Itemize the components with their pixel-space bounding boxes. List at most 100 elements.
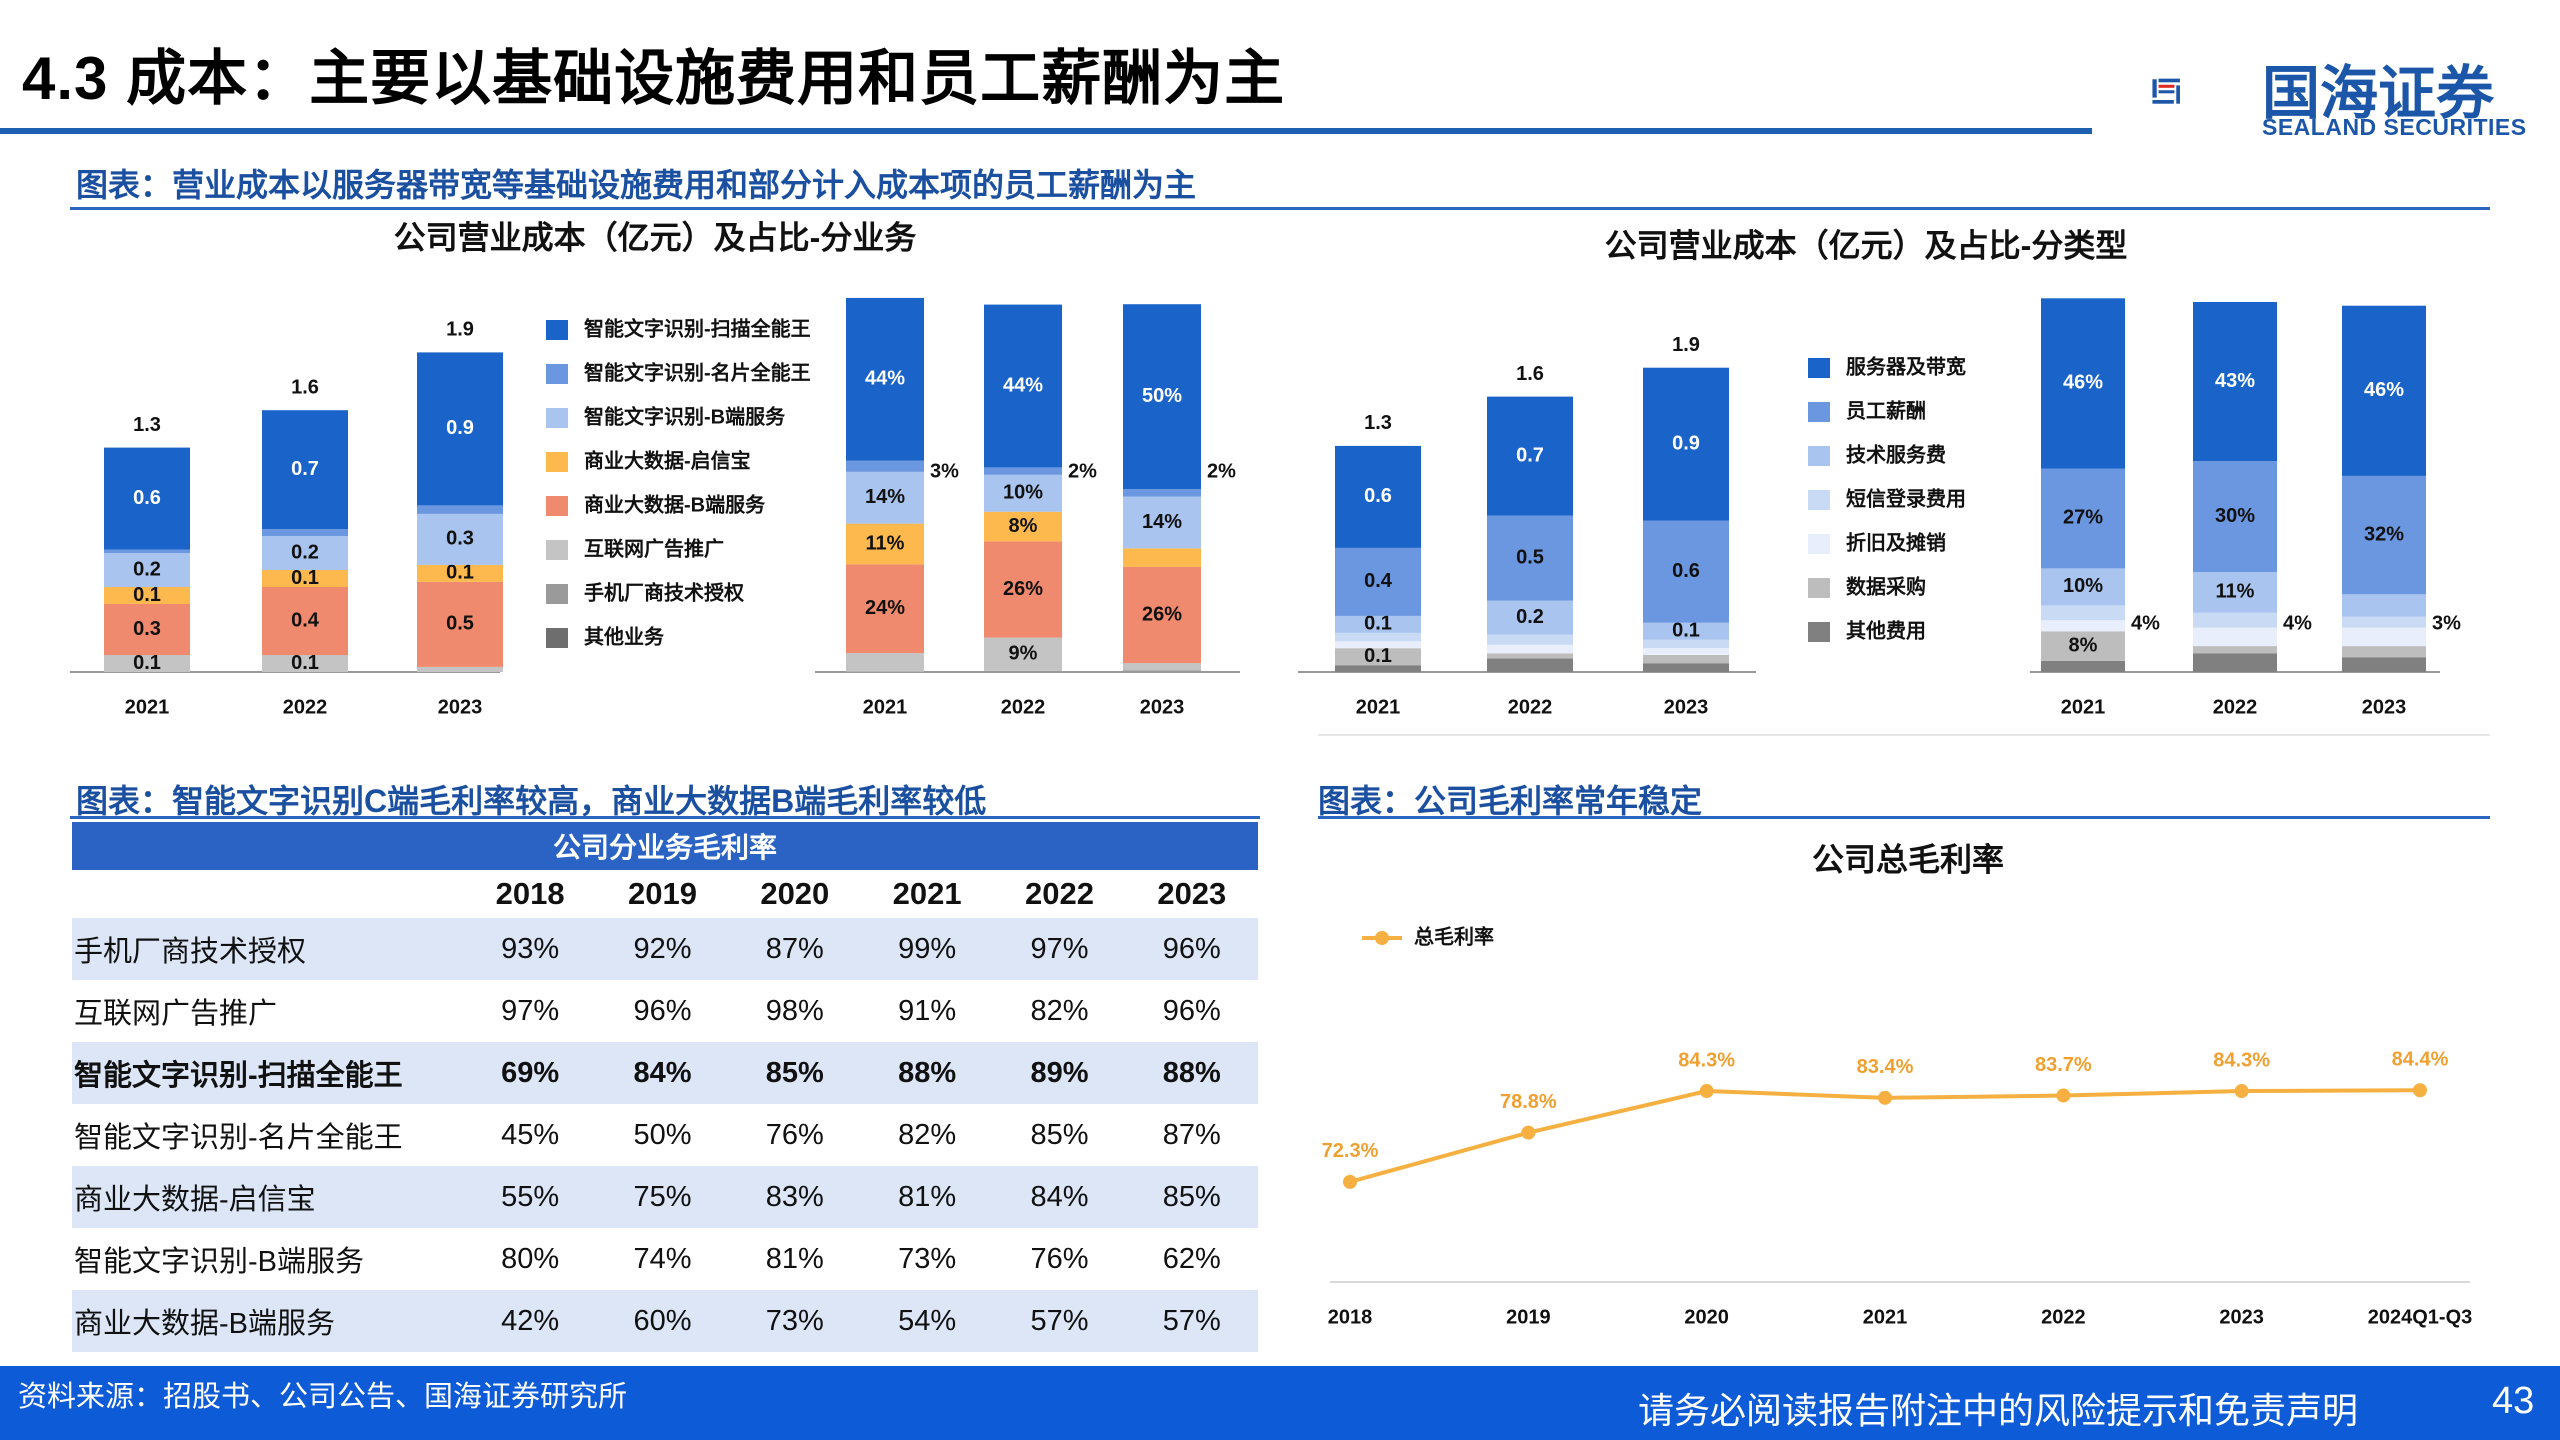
legend-label: 技术服务费 xyxy=(1846,442,1946,466)
pct-bar-segment xyxy=(2041,660,2125,672)
bar-segment xyxy=(1487,653,1573,659)
bar-segment xyxy=(104,553,190,587)
legend-swatch xyxy=(1808,446,1830,466)
data-point xyxy=(2056,1088,2071,1103)
pct-value-label: 8% xyxy=(2069,634,2098,656)
section-divider xyxy=(70,207,2490,210)
legend-label: 商业大数据-B端服务 xyxy=(584,492,766,516)
pct-value-label: 44% xyxy=(865,368,905,390)
bar-value-label: 0.9 xyxy=(1672,432,1700,454)
pct-bar-segment xyxy=(846,297,924,461)
bar-segment xyxy=(1643,655,1729,664)
bar-segment xyxy=(1335,445,1421,548)
pct-side-label: 3% xyxy=(930,460,959,482)
pct-bar-segment xyxy=(1123,304,1201,490)
bar-value-label: 0.3 xyxy=(133,618,161,640)
pct-value-label: 30% xyxy=(2215,505,2255,527)
bar-segment xyxy=(104,447,190,550)
data-label: 84.4% xyxy=(2392,1049,2449,1071)
table-cell: 42% xyxy=(464,1290,597,1352)
table-cell: 62% xyxy=(1162,1242,1221,1275)
x-tick-label: 2018 xyxy=(1328,1306,1373,1328)
legend-swatch xyxy=(546,584,568,604)
legend-swatch xyxy=(546,320,568,340)
table-cell: 83% xyxy=(728,1166,861,1228)
bar-segment xyxy=(262,536,348,570)
table-column-header: 2021 xyxy=(892,876,962,911)
pct-value-label: 10% xyxy=(2063,575,2103,597)
bar-value-label: 0.1 xyxy=(291,652,319,674)
bar-segment xyxy=(1335,547,1421,616)
legend-label: 短信登录费用 xyxy=(1846,486,1966,510)
table-column-header: 2023 xyxy=(1157,876,1227,911)
bar-segment xyxy=(104,655,190,672)
pct-bar-segment xyxy=(2193,302,2277,462)
x-tick-label: 2022 xyxy=(1001,696,1046,718)
table-cell: 81% xyxy=(765,1242,824,1275)
bar-segment xyxy=(104,549,190,553)
bar-value-label: 0.1 xyxy=(133,652,161,674)
x-tick-label: 2022 xyxy=(1508,696,1553,718)
bar-total-label: 1.9 xyxy=(1672,334,1700,356)
section-divider xyxy=(70,816,1260,819)
pct-bar-segment xyxy=(1123,496,1201,549)
x-tick-label: 2021 xyxy=(1356,696,1401,718)
pct-bar-segment xyxy=(2342,616,2426,628)
legend-swatch xyxy=(546,408,568,428)
pct-bar-segment xyxy=(2193,572,2277,613)
x-tick-label: 2023 xyxy=(2362,696,2407,718)
bar-segment xyxy=(417,513,503,565)
legend-swatch xyxy=(1808,402,1830,422)
table-corner xyxy=(72,870,464,918)
x-tick-label: 2022 xyxy=(283,696,328,718)
bar-segment xyxy=(1487,634,1573,645)
bar-segment xyxy=(1487,396,1573,516)
table-cell: 87% xyxy=(1162,1118,1221,1151)
bar-value-label: 0.3 xyxy=(446,528,474,550)
pct-value-label: 27% xyxy=(2063,507,2103,529)
chart-title: 公司营业成本（亿元）及占比-分业务 xyxy=(394,219,917,255)
pct-side-label: 2% xyxy=(1068,460,1097,482)
legend-swatch xyxy=(1808,578,1830,598)
legend-swatch xyxy=(546,628,568,648)
table-cell: 80% xyxy=(501,1242,560,1275)
legend-swatch xyxy=(546,364,568,384)
table-cell: 97% xyxy=(993,918,1126,980)
pct-value-label: 9% xyxy=(1009,643,1038,665)
table-header-row: 2018 2019 2020 2021 2022 2023 xyxy=(72,870,1258,918)
legend-swatch xyxy=(1808,534,1830,554)
page-number: 43 xyxy=(2492,1380,2535,1422)
margin-table: 公司分业务毛利率 2018 2019 2020 2021 2022 2023 手机厂商技术授… xyxy=(72,822,1258,1352)
pct-value-label: 50% xyxy=(1142,385,1182,407)
bar-value-label: 0.1 xyxy=(1364,645,1392,667)
bar-value-label: 0.1 xyxy=(291,567,319,589)
section-separator xyxy=(1318,734,2490,736)
table-row-label: 智能文字识别-名片全能王 xyxy=(74,1122,403,1154)
table-cell: 88% xyxy=(1125,1042,1258,1104)
x-tick-label: 2023 xyxy=(2219,1306,2264,1328)
pct-value-label: 43% xyxy=(2215,370,2255,392)
pct-bar-segment xyxy=(1123,489,1201,497)
x-tick-label: 2021 xyxy=(2061,696,2106,718)
data-label: 83.7% xyxy=(2035,1054,2092,1076)
section-label-margin-table: 图表：智能文字识别C端毛利率较高，商业大数据B端毛利率较低 xyxy=(76,783,987,819)
table-cell: 69% xyxy=(464,1042,597,1104)
data-label: 84.3% xyxy=(2213,1049,2270,1071)
bar-segment xyxy=(1643,367,1729,521)
page-title: 4.3 成本：主要以基础设施费用和员工薪酬为主 xyxy=(22,45,1286,112)
table-cell: 57% xyxy=(993,1290,1126,1352)
data-label: 72.3% xyxy=(1322,1140,1379,1162)
pct-bar-segment xyxy=(1123,670,1201,672)
pct-bar-segment xyxy=(2041,568,2125,606)
bar-segment xyxy=(1335,641,1421,649)
table-cell: 85% xyxy=(1030,1118,1089,1151)
table-cell: 91% xyxy=(898,994,957,1027)
pct-bar-segment xyxy=(984,467,1062,475)
bar-value-label: 0.6 xyxy=(1672,560,1700,582)
table-cell: 84% xyxy=(596,1042,729,1104)
pct-value-label: 24% xyxy=(865,597,905,619)
pct-value-label: 8% xyxy=(1009,515,1038,537)
data-point xyxy=(1521,1125,1536,1140)
data-label: 83.4% xyxy=(1857,1056,1914,1078)
bar-segment xyxy=(1487,658,1573,672)
